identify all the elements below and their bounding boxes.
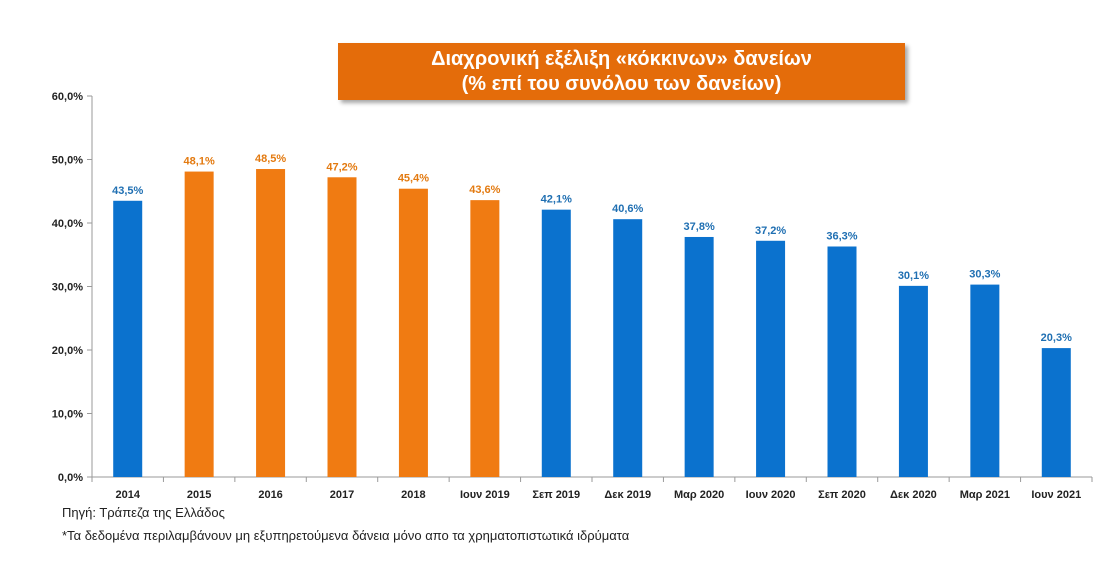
y-tick-label: 50,0% bbox=[52, 155, 83, 167]
x-tick-label: 2017 bbox=[330, 489, 354, 501]
x-tick-label: 2016 bbox=[258, 489, 282, 501]
x-tick-label: 2015 bbox=[187, 489, 211, 501]
x-tick-label: Ιουν 2021 bbox=[1031, 489, 1081, 501]
x-tick-label: Μαρ 2020 bbox=[674, 489, 724, 501]
x-tick-label: Σεπ 2019 bbox=[532, 489, 580, 501]
y-tick-label: 0,0% bbox=[58, 472, 83, 484]
bar bbox=[113, 200, 143, 477]
data-label: 20,3% bbox=[1041, 332, 1072, 344]
source-note: Πηγή: Τράπεζα της Ελλάδος bbox=[62, 505, 225, 520]
data-label: 37,2% bbox=[755, 225, 786, 237]
y-tick-label: 30,0% bbox=[52, 282, 83, 294]
data-label: 30,3% bbox=[969, 269, 1000, 281]
bar bbox=[1041, 348, 1071, 477]
data-label: 45,4% bbox=[398, 173, 429, 185]
data-label: 48,5% bbox=[255, 153, 286, 165]
bar bbox=[898, 285, 928, 477]
x-tick-label: Δεκ 2020 bbox=[890, 489, 937, 501]
chart-title-line-2: (% επί του συνόλου των δανείων) bbox=[461, 73, 782, 95]
data-label: 42,1% bbox=[541, 194, 572, 206]
bar bbox=[970, 284, 1000, 477]
x-tick-label: 2018 bbox=[401, 489, 425, 501]
data-label: 30,1% bbox=[898, 270, 929, 282]
chart-title: Διαχρονική εξέλιξη «κόκκινων» δανείων (%… bbox=[338, 43, 905, 100]
data-label: 48,1% bbox=[184, 156, 215, 168]
bar bbox=[327, 177, 357, 477]
bar bbox=[398, 188, 428, 477]
data-label: 43,6% bbox=[469, 184, 500, 196]
bar bbox=[541, 209, 571, 478]
y-tick-label: 10,0% bbox=[52, 409, 83, 421]
bar bbox=[470, 200, 500, 477]
bar bbox=[256, 169, 286, 477]
bar bbox=[184, 171, 214, 477]
data-label: 47,2% bbox=[326, 161, 357, 173]
x-tick-label: 2014 bbox=[115, 489, 140, 501]
data-label: 43,5% bbox=[112, 185, 143, 197]
y-tick-label: 20,0% bbox=[52, 345, 83, 357]
x-tick-label: Δεκ 2019 bbox=[604, 489, 651, 501]
bar bbox=[827, 246, 857, 477]
data-label: 37,8% bbox=[684, 221, 715, 233]
data-label: 36,3% bbox=[826, 230, 857, 242]
footnote: *Τα δεδομένα περιλαμβάνουν μη εξυπηρετού… bbox=[62, 528, 630, 543]
x-tick-label: Ιουν 2019 bbox=[460, 489, 510, 501]
bar bbox=[756, 240, 786, 477]
data-label: 40,6% bbox=[612, 203, 643, 215]
bar bbox=[684, 236, 714, 477]
x-tick-label: Μαρ 2021 bbox=[960, 489, 1010, 501]
x-tick-label: Ιουν 2020 bbox=[746, 489, 796, 501]
y-tick-label: 40,0% bbox=[52, 218, 83, 230]
y-tick-label: 60,0% bbox=[52, 91, 83, 103]
x-tick-label: Σεπ 2020 bbox=[818, 489, 866, 501]
bar bbox=[613, 219, 643, 477]
chart-title-line-1: Διαχρονική εξέλιξη «κόκκινων» δανείων bbox=[431, 48, 812, 70]
